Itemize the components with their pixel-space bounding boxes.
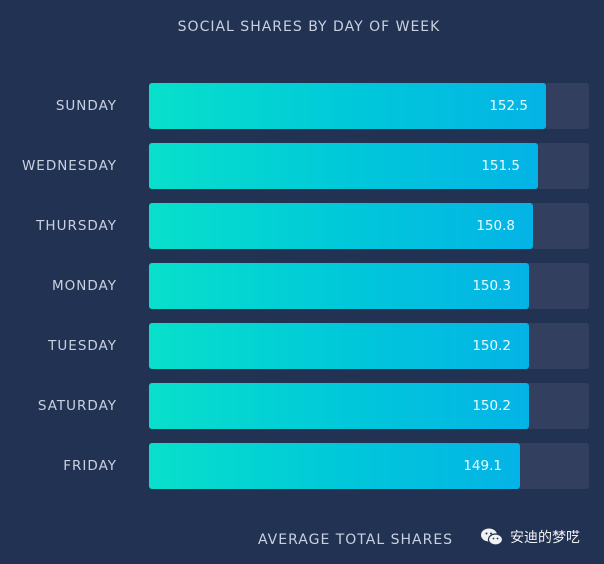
- bar: 150.3: [149, 263, 529, 309]
- value-label: 150.8: [476, 218, 515, 234]
- category-label: MONDAY: [52, 278, 117, 294]
- value-label: 150.2: [472, 398, 511, 414]
- bar-row: FRIDAY 149.1: [0, 443, 604, 489]
- bar: 152.5: [149, 83, 546, 129]
- bar: 150.8: [149, 203, 533, 249]
- bar: 151.5: [149, 143, 538, 189]
- bar: 150.2: [149, 323, 529, 369]
- category-label: SATURDAY: [37, 398, 117, 414]
- bar-row: SUNDAY 152.5: [0, 83, 604, 129]
- category-label: WEDNESDAY: [21, 158, 117, 174]
- bar: 150.2: [149, 383, 529, 429]
- chart-title: SOCIAL SHARES BY DAY OF WEEK: [177, 19, 441, 35]
- x-axis-label: AVERAGE TOTAL SHARES: [258, 532, 454, 548]
- value-label: 150.2: [472, 338, 511, 354]
- wechat-icon: [481, 528, 504, 546]
- value-label: 152.5: [489, 98, 528, 114]
- bar-row: THURSDAY 150.8: [0, 203, 604, 249]
- bar-row: SATURDAY 150.2: [0, 383, 604, 429]
- bar-row: MONDAY 150.3: [0, 263, 604, 309]
- category-label: TUESDAY: [48, 338, 117, 354]
- category-label: SUNDAY: [55, 98, 117, 114]
- bar-row: TUESDAY 150.2: [0, 323, 604, 369]
- value-label: 151.5: [481, 158, 520, 174]
- category-label: THURSDAY: [36, 218, 117, 234]
- watermark: 安迪的梦呓: [480, 527, 580, 547]
- bar-row: WEDNESDAY 151.5: [0, 143, 604, 189]
- value-label: 149.1: [463, 458, 502, 474]
- category-label: FRIDAY: [63, 458, 117, 474]
- watermark-text: 安迪的梦呓: [510, 530, 580, 546]
- value-label: 150.3: [472, 278, 511, 294]
- bar: 149.1: [149, 443, 520, 489]
